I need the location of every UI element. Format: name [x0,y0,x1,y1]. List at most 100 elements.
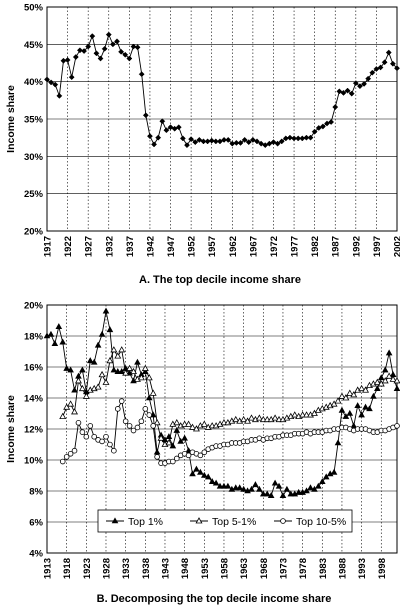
data-point [75,419,82,426]
data-point [338,406,346,413]
x-tick-label: 1962 [228,236,239,257]
data-point [76,47,83,54]
data-point [332,104,339,111]
data-point [252,481,259,488]
data-point [72,54,79,60]
data-point [373,378,381,385]
y-tick-label: 10% [24,456,44,467]
data-point [169,442,177,449]
series-top-5-1- [59,346,400,447]
data-point [52,81,59,88]
x-tick-label: 1927 [84,236,95,257]
data-point [385,372,393,379]
data-point [299,135,306,142]
data-point [381,59,388,66]
data-point [189,470,196,477]
data-point [171,125,178,132]
data-point [71,408,79,415]
data-point [322,473,330,480]
data-point [208,478,216,484]
data-point [224,482,232,489]
x-tick-label: 1958 [219,558,230,579]
data-point [118,368,126,374]
data-point [44,76,50,83]
data-point [263,490,271,497]
x-tick-label: 1952 [187,236,198,257]
data-point [389,60,396,67]
legend-label: Top 1% [128,516,163,528]
x-tick-label: 1947 [166,236,177,257]
data-point [145,394,153,401]
y-tick-label: 8% [29,487,43,498]
data-point [98,370,106,378]
data-point [271,414,279,421]
chart-panel-a: 20% 25% 30% 35% 40% 45% 50% 1917 1922 1927 1932 193… [5,3,400,287]
series-line [46,311,398,497]
data-point [240,485,247,492]
data-point [134,44,141,51]
data-point [141,364,149,371]
data-point [105,31,112,38]
data-point [114,38,120,45]
data-point [365,75,372,82]
data-point [330,468,338,475]
data-point [212,479,220,486]
data-point [220,482,228,489]
data-point [200,471,208,478]
data-point [393,385,400,391]
data-point [319,123,326,130]
data-point [381,366,389,373]
data-point [232,415,240,423]
data-point [137,374,145,381]
data-point [315,125,322,131]
data-point [63,403,71,410]
data-point [270,139,277,146]
y-tick-label: 20% [24,227,44,238]
data-point [167,124,174,131]
data-point [138,71,145,78]
data-point [149,389,157,396]
data-point [346,389,354,396]
x-tick-label: 1938 [141,558,152,579]
data-point [114,406,121,412]
data-point [204,138,211,145]
data-point [179,135,186,142]
y-tick-label: 12% [24,425,44,436]
data-point [48,79,55,86]
data-point [110,346,118,353]
x-tick-label: 1922 [63,236,74,257]
data-point [358,384,366,392]
data-point [385,49,392,56]
data-point [118,398,125,404]
x-tick-label: 1963 [239,558,250,579]
data-point [138,418,145,425]
data-point [173,426,181,433]
data-point [181,434,188,441]
legend-label: Top 10-5% [296,516,346,528]
data-point [394,423,400,429]
data-point [342,412,350,419]
data-point [71,447,78,454]
data-point [216,482,224,489]
x-tick-label: 1923 [82,558,93,579]
y-tick-label: 16% [24,363,44,374]
legend-box [97,509,353,533]
x-tick-label: 1993 [357,558,368,579]
data-point [340,89,347,96]
data-point [122,418,129,425]
data-point [216,138,223,145]
data-point [142,112,149,119]
data-point [212,138,219,145]
data-point [126,55,133,62]
data-point [377,374,385,381]
y-tick-label: 14% [24,394,44,405]
x-tick-label: 1932 [104,236,115,257]
data-point [110,366,118,373]
legend: Top 1% Top 5-1% Top 10-5% [97,509,353,533]
data-point [249,136,256,143]
data-point [97,55,104,62]
data-point [47,330,55,337]
data-point [318,478,326,484]
series-top-10-5- [59,398,400,466]
data-point [91,433,97,440]
